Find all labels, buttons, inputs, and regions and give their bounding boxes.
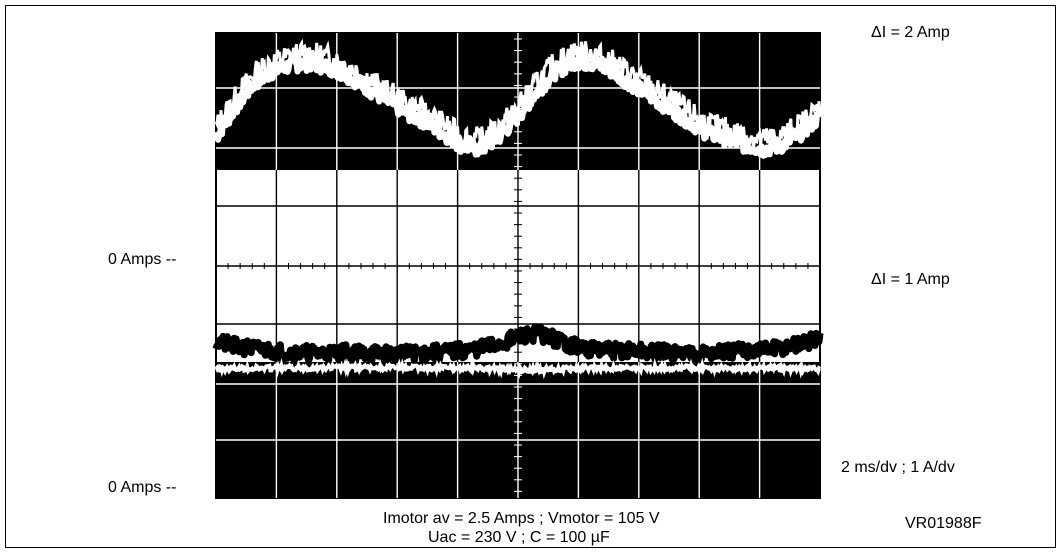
- delta-i-1-amp-annotation: ΔI = 1 Amp: [871, 271, 950, 288]
- lower-trace-dip-into-dark: [214, 357, 822, 380]
- caption-line-1: Imotor av = 2.5 Amps ; Vmotor = 105 V: [383, 510, 660, 527]
- scope-grid: [215, 33, 821, 498]
- caption-line-2: Uac = 230 V ; C = 100 µF: [428, 529, 610, 546]
- scope-traces: [212, 38, 824, 380]
- figure-id: VR01988F: [905, 515, 982, 532]
- upper-current-trace-noise: [214, 38, 822, 152]
- zero-amps-label-lower: 0 Amps --: [108, 479, 177, 496]
- lower-current-trace: [212, 323, 824, 365]
- zero-amps-label-upper: 0 Amps --: [108, 251, 177, 268]
- delta-i-2-amp-annotation: ΔI = 2 Amp: [871, 24, 950, 41]
- timebase-scale-label: 2 ms/dv ; 1 A/dv: [841, 459, 955, 476]
- figure-frame: [5, 5, 1056, 548]
